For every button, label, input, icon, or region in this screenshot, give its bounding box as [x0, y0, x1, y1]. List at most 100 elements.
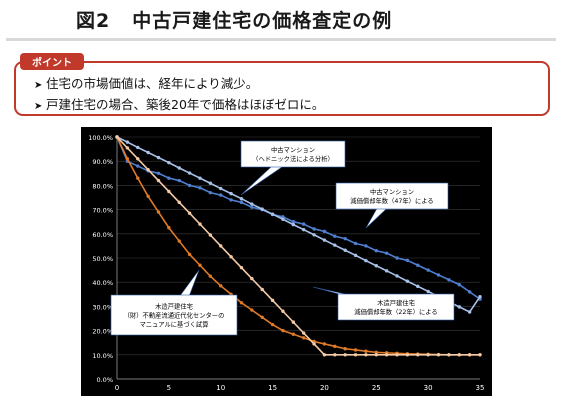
data-point	[239, 301, 244, 305]
data-point	[353, 253, 358, 258]
data-point	[343, 248, 347, 252]
y-tick-label: 10.0%	[92, 352, 113, 360]
data-point	[239, 200, 244, 205]
data-point	[301, 336, 306, 340]
data-point	[447, 278, 451, 282]
x-tick-label: 35	[476, 384, 485, 392]
data-point	[322, 353, 327, 357]
data-point	[333, 344, 337, 349]
callout-text: 減価償却年数（47年）による	[350, 196, 433, 205]
figure-title-text: 中古戸建住宅の価格査定の例	[132, 10, 393, 32]
callout-text: 中古マンション	[370, 187, 414, 196]
data-point	[219, 186, 223, 191]
callout-text: （財）不動産流通近代化センターの	[124, 311, 225, 320]
y-tick-label: 90.0%	[92, 158, 113, 166]
data-point	[312, 233, 316, 237]
data-point	[146, 167, 150, 172]
data-point	[333, 234, 337, 238]
data-point	[426, 289, 430, 294]
data-point	[156, 210, 161, 214]
figure-title: 図2 中古戸建住宅の価格査定の例	[76, 6, 392, 33]
data-point	[405, 279, 410, 283]
data-point	[384, 251, 389, 255]
x-tick-label: 30	[424, 384, 433, 392]
data-point	[270, 298, 275, 303]
data-point	[301, 227, 306, 232]
data-point	[177, 200, 181, 205]
figure-number: 図2	[76, 10, 111, 32]
callout-box	[337, 293, 455, 321]
callout-text: 木造戸建住宅	[155, 302, 193, 311]
data-point	[167, 226, 171, 230]
data-point	[187, 171, 192, 175]
data-point	[281, 309, 285, 313]
data-point	[208, 190, 213, 195]
data-point	[416, 263, 420, 267]
data-point	[177, 166, 181, 170]
data-point	[250, 205, 254, 209]
data-point	[115, 135, 119, 139]
data-point	[312, 342, 316, 346]
data-point	[333, 243, 337, 247]
data-point	[467, 310, 472, 314]
data-point	[384, 353, 389, 357]
data-point	[260, 287, 264, 292]
data-point	[467, 290, 472, 294]
data-point	[333, 353, 337, 357]
data-point	[250, 308, 254, 312]
data-point	[395, 353, 399, 357]
data-point	[322, 238, 327, 242]
data-point	[198, 186, 202, 190]
callout-text: 中古マンション	[271, 145, 315, 154]
data-point	[219, 284, 223, 288]
callout-box	[110, 294, 238, 336]
data-point	[426, 268, 430, 272]
data-point	[478, 295, 482, 299]
data-point	[260, 315, 264, 319]
data-point	[405, 353, 410, 357]
data-point	[136, 157, 140, 161]
callout-text: 減価償却年数（22年）による	[354, 307, 437, 316]
data-point	[343, 353, 347, 357]
data-point	[177, 239, 181, 243]
callout-text: （ヘドニック法による分析）	[252, 154, 334, 163]
data-point	[156, 155, 161, 160]
y-tick-label: 60.0%	[92, 231, 113, 239]
data-point	[343, 347, 347, 351]
data-point	[478, 353, 482, 357]
data-point	[156, 171, 161, 175]
callout-text: マニュアルに基づく試算	[139, 320, 208, 329]
data-point	[312, 227, 316, 231]
data-point	[146, 194, 150, 198]
y-tick-label: 30.0%	[92, 303, 113, 311]
data-point	[187, 183, 192, 188]
data-point	[384, 269, 389, 273]
data-point	[416, 353, 420, 357]
data-point	[167, 160, 171, 165]
data-point	[436, 273, 441, 277]
y-tick-label: 20.0%	[92, 328, 113, 336]
data-point	[187, 252, 192, 257]
data-point	[219, 193, 223, 197]
y-tick-label: 100.0%	[88, 134, 113, 142]
data-point	[301, 222, 306, 226]
data-point	[239, 265, 244, 270]
data-point	[436, 353, 441, 357]
data-point	[291, 222, 296, 227]
data-point	[467, 353, 472, 357]
data-point	[426, 353, 430, 357]
y-tick-label: 70.0%	[92, 207, 113, 215]
data-point	[457, 282, 461, 287]
callout-box	[240, 140, 346, 168]
data-point	[198, 222, 202, 226]
price-chart: 0.0% 10.0% 20.0% 30.0% 40.0% 50.0% 60.0% 70.0% 8…	[81, 127, 492, 396]
data-point	[374, 249, 378, 253]
x-tick-label: 5	[167, 384, 171, 392]
series-line	[116, 136, 481, 300]
x-tick-label: 15	[268, 384, 277, 392]
point-item-text: 住宅の市場価値は、経年により減少。	[46, 76, 259, 91]
data-point	[281, 217, 285, 221]
data-point	[270, 322, 275, 327]
data-point	[125, 146, 130, 150]
data-point	[270, 212, 275, 216]
